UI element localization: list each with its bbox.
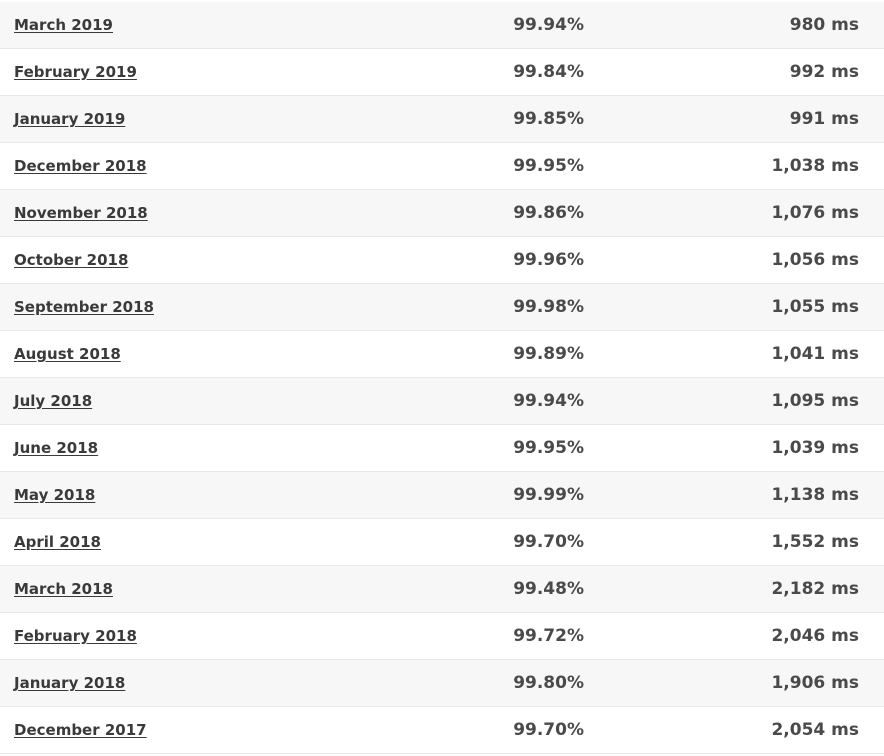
table-row: February 2018 99.72% 2,046 ms xyxy=(0,613,884,660)
table-row: January 2019 99.85% 991 ms xyxy=(0,96,884,143)
table-row: May 2018 99.99% 1,138 ms xyxy=(0,472,884,519)
uptime-value: 99.80% xyxy=(513,673,584,693)
uptime-value: 99.84% xyxy=(513,62,584,82)
month-link[interactable]: September 2018 xyxy=(14,298,154,316)
response-time-value: 1,076 ms xyxy=(771,203,859,223)
response-time-value: 1,041 ms xyxy=(771,344,859,364)
table-row: October 2018 99.96% 1,056 ms xyxy=(0,237,884,284)
table-row: August 2018 99.89% 1,041 ms xyxy=(0,331,884,378)
response-time-value: 980 ms xyxy=(789,15,859,35)
uptime-value: 99.95% xyxy=(513,156,584,176)
table-row: July 2018 99.94% 1,095 ms xyxy=(0,378,884,425)
response-time-value: 991 ms xyxy=(789,109,859,129)
table-row: February 2019 99.84% 992 ms xyxy=(0,49,884,96)
month-link[interactable]: August 2018 xyxy=(14,345,121,363)
month-link[interactable]: March 2018 xyxy=(14,580,113,598)
response-time-value: 1,095 ms xyxy=(771,391,859,411)
table-row: September 2018 99.98% 1,055 ms xyxy=(0,284,884,331)
uptime-value: 99.94% xyxy=(513,15,584,35)
uptime-value: 99.89% xyxy=(513,344,584,364)
uptime-value: 99.85% xyxy=(513,109,584,129)
month-link[interactable]: December 2018 xyxy=(14,157,147,175)
uptime-value: 99.94% xyxy=(513,391,584,411)
table-row: January 2018 99.80% 1,906 ms xyxy=(0,660,884,707)
uptime-value: 99.99% xyxy=(513,485,584,505)
uptime-value: 99.98% xyxy=(513,297,584,317)
uptime-value: 99.95% xyxy=(513,438,584,458)
uptime-value: 99.70% xyxy=(513,532,584,552)
month-link[interactable]: December 2017 xyxy=(14,721,147,739)
table-row: December 2017 99.70% 2,054 ms xyxy=(0,707,884,754)
month-link[interactable]: March 2019 xyxy=(14,16,113,34)
response-time-value: 992 ms xyxy=(789,62,859,82)
month-link[interactable]: November 2018 xyxy=(14,204,148,222)
response-time-value: 1,039 ms xyxy=(771,438,859,458)
table-row: March 2018 99.48% 2,182 ms xyxy=(0,566,884,613)
table-row: December 2018 99.95% 1,038 ms xyxy=(0,143,884,190)
uptime-value: 99.70% xyxy=(513,720,584,740)
response-time-value: 2,046 ms xyxy=(771,626,859,646)
response-time-value: 2,054 ms xyxy=(771,720,859,740)
response-time-value: 1,138 ms xyxy=(771,485,859,505)
month-link[interactable]: May 2018 xyxy=(14,486,96,504)
month-link[interactable]: January 2018 xyxy=(14,674,126,692)
month-link[interactable]: January 2019 xyxy=(14,110,126,128)
month-link[interactable]: October 2018 xyxy=(14,251,129,269)
uptime-value: 99.96% xyxy=(513,250,584,270)
response-time-value: 1,906 ms xyxy=(771,673,859,693)
response-time-value: 2,182 ms xyxy=(771,579,859,599)
month-link[interactable]: February 2019 xyxy=(14,63,137,81)
month-link[interactable]: February 2018 xyxy=(14,627,137,645)
month-link[interactable]: July 2018 xyxy=(14,392,93,410)
table-row: June 2018 99.95% 1,039 ms xyxy=(0,425,884,472)
month-link[interactable]: June 2018 xyxy=(14,439,99,457)
uptime-value: 99.48% xyxy=(513,579,584,599)
table-row: March 2019 99.94% 980 ms xyxy=(0,2,884,49)
response-time-value: 1,056 ms xyxy=(771,250,859,270)
response-time-value: 1,055 ms xyxy=(771,297,859,317)
table-row: April 2018 99.70% 1,552 ms xyxy=(0,519,884,566)
uptime-value: 99.72% xyxy=(513,626,584,646)
uptime-value: 99.86% xyxy=(513,203,584,223)
month-link[interactable]: April 2018 xyxy=(14,533,101,551)
response-time-value: 1,552 ms xyxy=(771,532,859,552)
table-row: November 2018 99.86% 1,076 ms xyxy=(0,190,884,237)
response-time-value: 1,038 ms xyxy=(771,156,859,176)
